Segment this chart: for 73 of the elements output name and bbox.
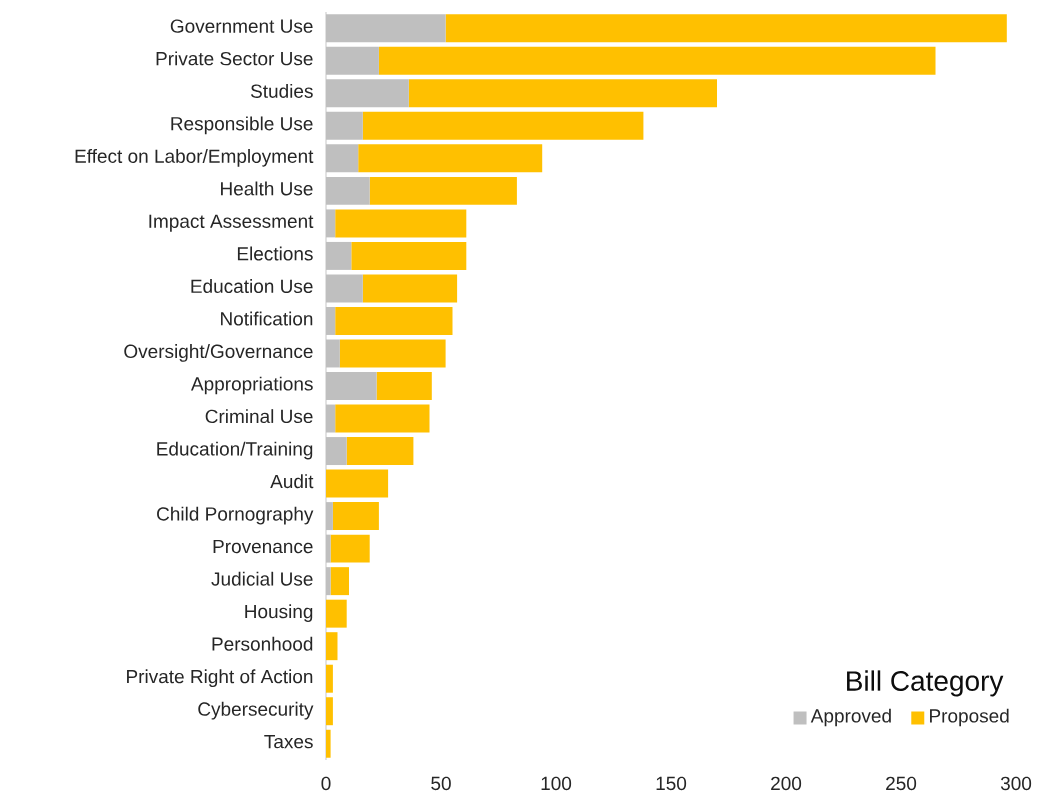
bar <box>335 306 453 335</box>
bar <box>326 144 359 173</box>
bar <box>332 502 379 531</box>
y-tick-label: Health Use <box>221 181 313 196</box>
bar <box>376 372 432 400</box>
bar <box>335 209 467 238</box>
bar <box>326 469 389 498</box>
y-tick-label: Effect on Labor/Employment <box>75 148 314 167</box>
y-tick-label: Elections <box>237 246 313 261</box>
bar <box>358 144 543 173</box>
bar <box>339 339 446 368</box>
bar <box>326 14 446 43</box>
bar <box>326 599 347 628</box>
x-tick-label: 50 <box>431 776 451 791</box>
bar <box>326 664 333 693</box>
y-tick-label: Notification <box>221 311 313 326</box>
x-tick-label: 0 <box>321 776 331 791</box>
bar <box>330 534 370 563</box>
x-tick-label: 300 <box>1000 776 1032 791</box>
legend-label: Proposed <box>930 708 1009 727</box>
bar <box>369 176 517 205</box>
bar <box>326 111 363 140</box>
y-tick-label: Government Use <box>170 19 313 33</box>
bar <box>335 404 430 433</box>
bar <box>326 567 331 596</box>
bar <box>378 46 936 75</box>
bar <box>326 437 347 466</box>
x-tick-label: 250 <box>886 776 917 791</box>
bar <box>326 241 352 270</box>
bar <box>445 14 1007 43</box>
y-tick-label: Personhood <box>212 636 313 651</box>
y-tick-label: Private Sector Use <box>156 51 313 66</box>
y-tick-label: Impact Assessment <box>149 214 314 232</box>
bar <box>326 697 333 726</box>
y-tick-label: Private Right of Action <box>127 669 313 688</box>
bar <box>326 274 363 303</box>
y-tick-label: Housing <box>245 604 313 622</box>
y-tick-label: Judicial Use <box>211 571 313 586</box>
bar <box>326 632 338 661</box>
bar <box>326 79 409 108</box>
bar <box>351 241 467 270</box>
bar <box>326 534 331 563</box>
x-tick-label: 150 <box>656 776 687 791</box>
bar <box>330 567 349 596</box>
x-tick-label: 200 <box>771 776 802 791</box>
bar <box>326 729 331 758</box>
bar <box>362 111 644 140</box>
y-tick-label: Taxes <box>264 735 313 749</box>
bar <box>408 79 718 108</box>
y-tick-label: Criminal Use <box>205 409 313 424</box>
y-tick-label: Provenance <box>213 539 313 554</box>
bar <box>326 372 377 400</box>
y-tick-label: Education/Training <box>157 441 313 460</box>
bar <box>326 502 333 531</box>
bar <box>346 437 414 466</box>
bar <box>326 209 336 238</box>
legend-title: Bill Category <box>847 670 1004 697</box>
bar <box>326 339 340 368</box>
y-tick-label: Responsible Use <box>171 116 313 135</box>
bar <box>326 404 336 433</box>
bar <box>326 176 370 205</box>
y-tick-label: Cybersecurity <box>198 701 314 720</box>
x-tick-label: 100 <box>541 776 572 791</box>
y-tick-label: Studies <box>250 83 313 98</box>
bar <box>326 46 379 75</box>
y-tick-label: Appropriations <box>190 376 313 395</box>
bar <box>326 306 336 335</box>
y-tick-label: Oversight/Governance <box>124 344 313 362</box>
y-tick-label: Audit <box>270 474 314 489</box>
y-tick-label: Child Pornography <box>157 506 314 525</box>
y-tick-label: Education Use <box>191 279 313 294</box>
bar <box>362 274 458 303</box>
legend-label: Approved <box>810 708 891 727</box>
